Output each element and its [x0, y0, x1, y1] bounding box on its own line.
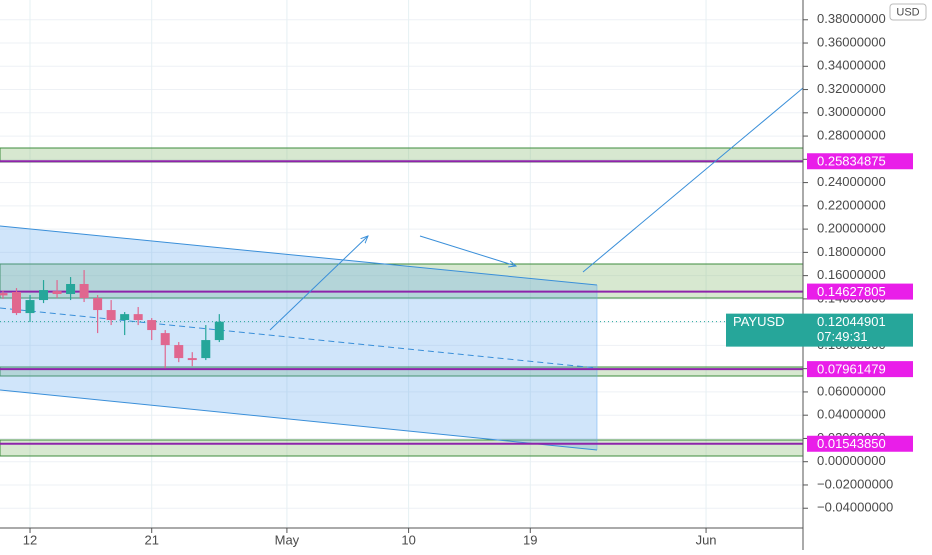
x-tick-label: May [275, 532, 300, 547]
level-label: 0.07961479 [817, 362, 886, 377]
level-label-box [807, 361, 913, 378]
currency-box[interactable] [889, 3, 927, 21]
y-tick-label: 0.34000000 [817, 58, 886, 73]
currency: USD [896, 6, 919, 18]
channel-line [0, 389, 598, 451]
candle-body [120, 314, 130, 321]
y-tick-label: −0.04000000 [817, 500, 893, 515]
countdown: 07:49:31 [817, 329, 868, 344]
zone [0, 366, 803, 377]
y-tick-label: 0.22000000 [817, 197, 886, 212]
channel-line [0, 225, 598, 286]
x-tick-label: Jun [696, 532, 717, 547]
channel-mid [0, 307, 598, 369]
arrow [419, 235, 516, 266]
arrows [269, 87, 803, 331]
candle-body [93, 298, 103, 311]
x-tick-label: 21 [144, 532, 158, 547]
y-tick-label: 0.32000000 [817, 81, 886, 96]
y-tick-label: 0.30000000 [817, 104, 886, 119]
y-tick-label: 0.24000000 [817, 174, 886, 189]
y-tick-label: 0.36000000 [817, 34, 886, 49]
x-tick-label: 10 [401, 532, 415, 547]
price-labels: 0.25834875 0.14627805 0.07961479 0.01543850… [726, 153, 913, 452]
drawings [0, 147, 803, 457]
candle-body [11, 292, 21, 314]
candle-body [79, 284, 89, 299]
levels [0, 160, 803, 445]
level-label: 0.14627805 [817, 284, 886, 299]
level-label-box [807, 153, 913, 170]
zone [0, 439, 803, 457]
zone [0, 147, 803, 163]
x-tick-label: 19 [523, 532, 537, 547]
candle-body [106, 310, 116, 321]
level-label-box [807, 283, 913, 300]
arrow [269, 236, 368, 331]
y-tick-label: −0.02000000 [817, 476, 893, 491]
candle-body [52, 291, 62, 295]
level-label: 0.01543850 [817, 436, 886, 451]
y-tick-label: 0.00000000 [817, 453, 886, 468]
candle-body [133, 314, 143, 321]
candle-body [160, 333, 170, 346]
y-tick-label: 0.20000000 [817, 221, 886, 236]
level-label: 0.25834875 [817, 154, 886, 169]
last-price: 0.12044901 [817, 314, 886, 329]
y-tick-label: 0.38000000 [817, 11, 886, 26]
candle-body [201, 340, 211, 359]
candles [0, 270, 224, 369]
x-tick-label: 12 [23, 532, 37, 547]
y-tick-label: 0.18000000 [817, 244, 886, 259]
y-tick-label: 0.06000000 [817, 383, 886, 398]
candle-body [214, 321, 224, 341]
candle-body [66, 284, 76, 295]
candle-body [147, 320, 157, 331]
level-label-box [807, 435, 913, 452]
candle-body [187, 358, 197, 361]
symbol: PAYUSD [733, 314, 785, 329]
last-price-box [726, 313, 913, 347]
y-tick-label: 0.04000000 [817, 407, 886, 422]
candle-body [25, 300, 35, 314]
candle-body [0, 293, 8, 296]
y-tick-label: 0.16000000 [817, 267, 886, 282]
candle-body [39, 290, 49, 301]
y-tick-label: 0.28000000 [817, 128, 886, 143]
arrow [582, 87, 803, 273]
candle-body [174, 345, 184, 359]
